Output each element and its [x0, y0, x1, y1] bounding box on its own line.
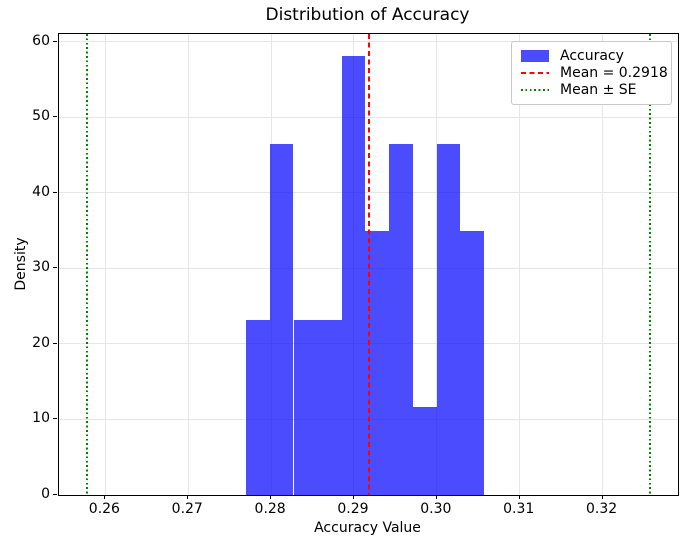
y-tick-label: 20	[32, 334, 50, 351]
x-tick-label: 0.30	[420, 501, 452, 517]
x-tick-label: 0.32	[585, 501, 618, 517]
x-tick-mark	[187, 495, 189, 499]
legend-item-se: Mean ± SE	[521, 83, 662, 97]
histogram-bar	[270, 143, 294, 495]
x-tick-mark	[270, 495, 272, 499]
y-tick-label: 10	[32, 410, 50, 427]
x-tick-mark	[435, 495, 437, 499]
histogram-bar	[341, 55, 365, 495]
histogram-bar	[412, 407, 437, 495]
green-dotted-line-icon	[521, 88, 549, 91]
y-tick-mark	[53, 40, 57, 42]
y-tick-label: 50	[32, 108, 50, 125]
legend: Accuracy Mean = 0.2918 Mean ± SE	[511, 41, 672, 105]
x-tick-mark	[518, 495, 520, 499]
y-tick-label: 30	[32, 259, 50, 276]
se-line	[86, 34, 88, 495]
x-tick-label: 0.31	[503, 501, 535, 517]
x-tick-label: 0.27	[171, 501, 203, 517]
legend-item-mean: Mean = 0.2918	[521, 66, 668, 80]
y-tick-mark	[53, 191, 57, 193]
x-tick-label: 0.26	[88, 501, 120, 517]
chart-title: Distribution of Accuracy	[265, 5, 470, 25]
legend-label-se: Mean ± SE	[560, 81, 637, 98]
x-gridline	[104, 34, 106, 495]
x-gridline	[602, 34, 604, 495]
legend-label-accuracy: Accuracy	[560, 48, 624, 65]
x-axis-label: Accuracy Value	[314, 520, 421, 536]
y-tick-label: 40	[32, 183, 50, 200]
x-tick-mark	[104, 495, 106, 499]
histogram-bar	[460, 231, 485, 495]
mean-line	[367, 34, 370, 495]
histogram-bar	[317, 319, 342, 495]
histogram-bar	[293, 319, 318, 495]
histogram-bar	[436, 143, 461, 495]
histogram-bar	[388, 143, 413, 495]
x-gridline	[187, 34, 189, 495]
histogram-bar	[246, 319, 271, 495]
x-tick-mark	[352, 495, 354, 499]
se-line	[649, 34, 651, 495]
y-tick-mark	[53, 342, 57, 344]
y-tick-mark	[53, 116, 57, 118]
x-tick-label: 0.28	[254, 501, 286, 517]
y-tick-label: 60	[32, 32, 50, 49]
y-tick-mark	[53, 418, 57, 420]
y-tick-label: 0	[41, 486, 50, 502]
x-gridline	[519, 34, 521, 495]
legend-label-mean: Mean = 0.2918	[560, 64, 668, 81]
x-tick-mark	[601, 495, 603, 499]
red-dashed-line-icon	[521, 71, 549, 74]
y-tick-mark	[53, 267, 57, 269]
blue-patch-icon	[521, 50, 549, 63]
plot-area	[58, 33, 679, 496]
y-tick-mark	[53, 494, 57, 495]
x-tick-label: 0.29	[337, 501, 369, 517]
legend-item-accuracy: Accuracy	[521, 49, 662, 63]
